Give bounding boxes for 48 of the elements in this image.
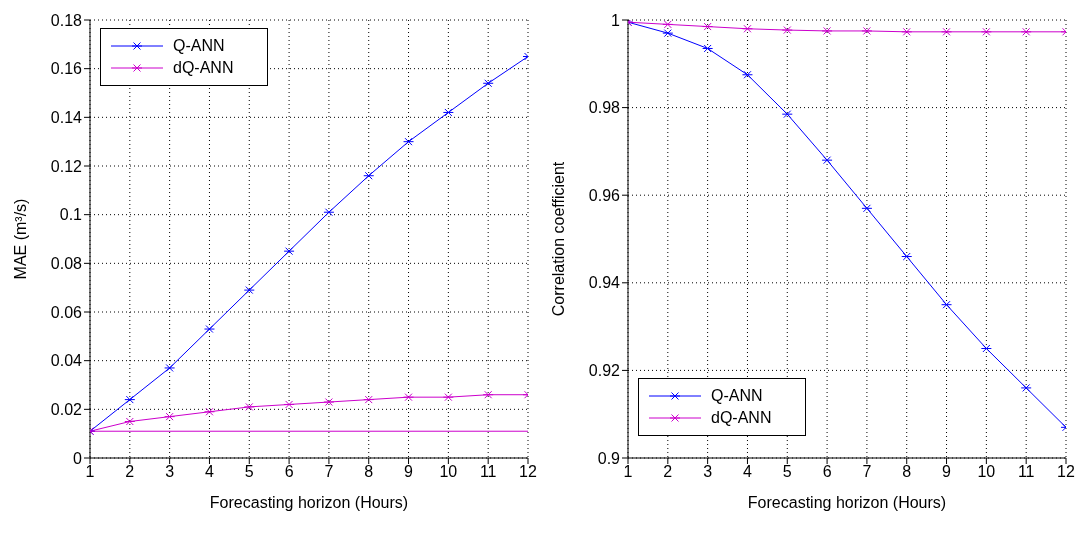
x-axis-title: Forecasting horizon (Hours) xyxy=(747,494,947,511)
legend-label: Q-ANN xyxy=(711,387,763,405)
y-tick-label: 0.02 xyxy=(50,401,83,419)
x-tick-label: 3 xyxy=(703,463,713,481)
x-tick-label: 9 xyxy=(942,463,952,481)
y-tick-label: 0.04 xyxy=(50,352,83,370)
y-axis-title: MAE (m³/s) xyxy=(11,198,29,280)
x-tick-label: 3 xyxy=(165,463,175,481)
x-tick-label: 5 xyxy=(782,463,792,481)
x-tick-label: 9 xyxy=(404,463,414,481)
y-tick-label: 0.96 xyxy=(588,186,621,204)
legend-label: dQ-ANN xyxy=(173,59,234,77)
x-tick-label: 1 xyxy=(85,463,95,481)
x-tick-label: 10 xyxy=(439,463,458,481)
y-axis-title: Correlation coefficient xyxy=(549,161,567,317)
x-tick-label: 6 xyxy=(822,463,832,481)
y-tick-label: 1 xyxy=(611,11,621,29)
y-tick-label: 0.18 xyxy=(50,11,83,29)
x-tick-label: 1 xyxy=(623,463,633,481)
legend-label: Q-ANN xyxy=(173,37,225,55)
x-tick-label: 2 xyxy=(125,463,135,481)
legend-label: dQ-ANN xyxy=(711,409,772,427)
x-tick-label: 4 xyxy=(743,463,752,481)
x-tick-label: 6 xyxy=(284,463,294,481)
x-tick-label: 8 xyxy=(902,463,912,481)
x-tick-label: 4 xyxy=(205,463,214,481)
y-tick-label: 0.92 xyxy=(588,362,621,380)
x-tick-label: 12 xyxy=(1057,463,1075,481)
y-tick-label: 0.98 xyxy=(588,99,621,117)
y-tick-label: 0 xyxy=(73,449,83,467)
y-tick-label: 0.12 xyxy=(50,157,83,175)
x-tick-label: 5 xyxy=(244,463,254,481)
x-tick-label: 7 xyxy=(862,463,872,481)
y-tick-label: 0.94 xyxy=(588,274,621,292)
y-tick-label: 0.1 xyxy=(59,206,83,224)
x-tick-label: 7 xyxy=(324,463,334,481)
x-tick-label: 2 xyxy=(663,463,673,481)
x-tick-label: 8 xyxy=(364,463,374,481)
x-tick-label: 11 xyxy=(479,463,497,481)
x-axis-title: Forecasting horizon (Hours) xyxy=(209,494,409,511)
x-tick-label: 10 xyxy=(977,463,996,481)
x-tick-label: 11 xyxy=(1017,463,1035,481)
x-tick-label: 12 xyxy=(519,463,537,481)
y-tick-label: 0.14 xyxy=(50,109,83,127)
y-tick-label: 0.08 xyxy=(50,255,83,273)
y-tick-label: 0.16 xyxy=(50,60,83,78)
y-tick-label: 0.9 xyxy=(597,449,621,467)
y-tick-label: 0.06 xyxy=(50,303,83,321)
